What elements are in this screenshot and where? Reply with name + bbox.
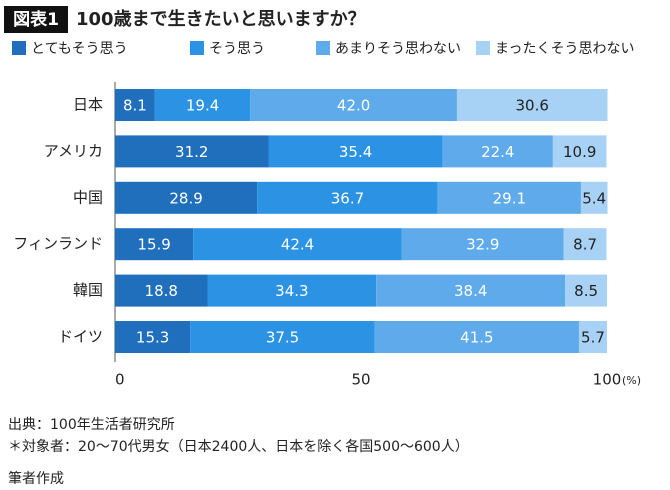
bar-segment bbox=[193, 228, 402, 261]
legend-swatch bbox=[316, 41, 330, 55]
category-label: フィンランド bbox=[13, 235, 103, 253]
bar-segment bbox=[115, 274, 208, 307]
bar-segment bbox=[115, 89, 155, 121]
figure-label: 図表1 bbox=[13, 9, 59, 30]
value-label: 8.7 bbox=[573, 236, 597, 254]
category-label: 韓国 bbox=[73, 281, 103, 299]
legend-swatch bbox=[12, 41, 26, 55]
category-label: アメリカ bbox=[44, 142, 103, 160]
value-label: 35.4 bbox=[339, 143, 372, 161]
value-label: 37.5 bbox=[266, 329, 299, 347]
value-label: 15.9 bbox=[137, 236, 170, 254]
bar-segment bbox=[563, 228, 607, 261]
bar-segment bbox=[268, 135, 443, 168]
value-label: 19.4 bbox=[186, 97, 219, 115]
label-badge bbox=[4, 6, 68, 33]
bar-segment bbox=[442, 135, 553, 168]
bar-segment bbox=[437, 181, 581, 214]
x-tick-label: 100 bbox=[593, 371, 622, 389]
bar-segment bbox=[578, 321, 607, 353]
value-label: 38.4 bbox=[454, 282, 487, 300]
value-label: 42.0 bbox=[337, 97, 370, 115]
value-label: 36.7 bbox=[331, 189, 364, 207]
category-label: ドイツ bbox=[58, 328, 103, 346]
bar-segment bbox=[456, 89, 608, 121]
x-tick-label: 0 bbox=[115, 371, 125, 389]
legend-swatch bbox=[476, 41, 490, 55]
category-label: 日本 bbox=[73, 96, 103, 114]
value-label: 8.5 bbox=[574, 282, 598, 300]
value-label: 42.4 bbox=[281, 236, 314, 254]
value-label: 5.4 bbox=[582, 189, 606, 207]
value-label: 30.6 bbox=[516, 97, 549, 115]
bar-segment bbox=[580, 181, 608, 214]
note: 筆者作成 bbox=[8, 471, 64, 487]
value-label: 10.9 bbox=[563, 143, 596, 161]
value-label: 34.3 bbox=[275, 282, 308, 300]
legend-label: とてもそう思う bbox=[31, 41, 128, 57]
chart-title: 100歳まで生きたいと思いますか？ bbox=[76, 8, 366, 30]
bar-segment bbox=[401, 228, 564, 261]
bar-segment bbox=[115, 135, 269, 168]
legend-swatch bbox=[190, 41, 204, 55]
legend-label: あまりそう思わない bbox=[335, 41, 461, 57]
bar-segment bbox=[376, 274, 566, 307]
legend-label: まったくそう思わない bbox=[495, 41, 634, 57]
value-label: 8.1 bbox=[123, 97, 147, 115]
legend-label: そう思う bbox=[209, 41, 265, 57]
bar-segment bbox=[552, 135, 607, 168]
value-label: 5.7 bbox=[581, 329, 605, 347]
value-label: 28.9 bbox=[169, 189, 202, 207]
value-label: 31.2 bbox=[175, 143, 208, 161]
bar-segment bbox=[207, 274, 377, 307]
bar-segment bbox=[374, 321, 579, 353]
bar-segment bbox=[115, 181, 258, 214]
bar-segment bbox=[250, 89, 457, 121]
bar-segment bbox=[115, 321, 191, 353]
note: ＊対象者：20～70代男女（日本2400人、日本を除く各国500～600人） bbox=[8, 438, 469, 455]
x-axis-label: (%) bbox=[622, 374, 641, 387]
bar-segment bbox=[190, 321, 375, 353]
value-label: 32.9 bbox=[466, 236, 499, 254]
category-label: 中国 bbox=[73, 188, 103, 206]
bar-segment bbox=[565, 274, 607, 307]
x-tick-label: 50 bbox=[351, 371, 370, 389]
value-label: 15.3 bbox=[136, 329, 169, 347]
value-label: 22.4 bbox=[481, 143, 514, 161]
value-label: 41.5 bbox=[460, 329, 493, 347]
bar-segment bbox=[257, 181, 438, 214]
value-label: 29.1 bbox=[493, 189, 526, 207]
bar-segment bbox=[154, 89, 251, 121]
value-label: 18.8 bbox=[145, 282, 178, 300]
note: 出典：100年生活者研究所 bbox=[8, 417, 175, 433]
bar-segment bbox=[115, 228, 194, 261]
